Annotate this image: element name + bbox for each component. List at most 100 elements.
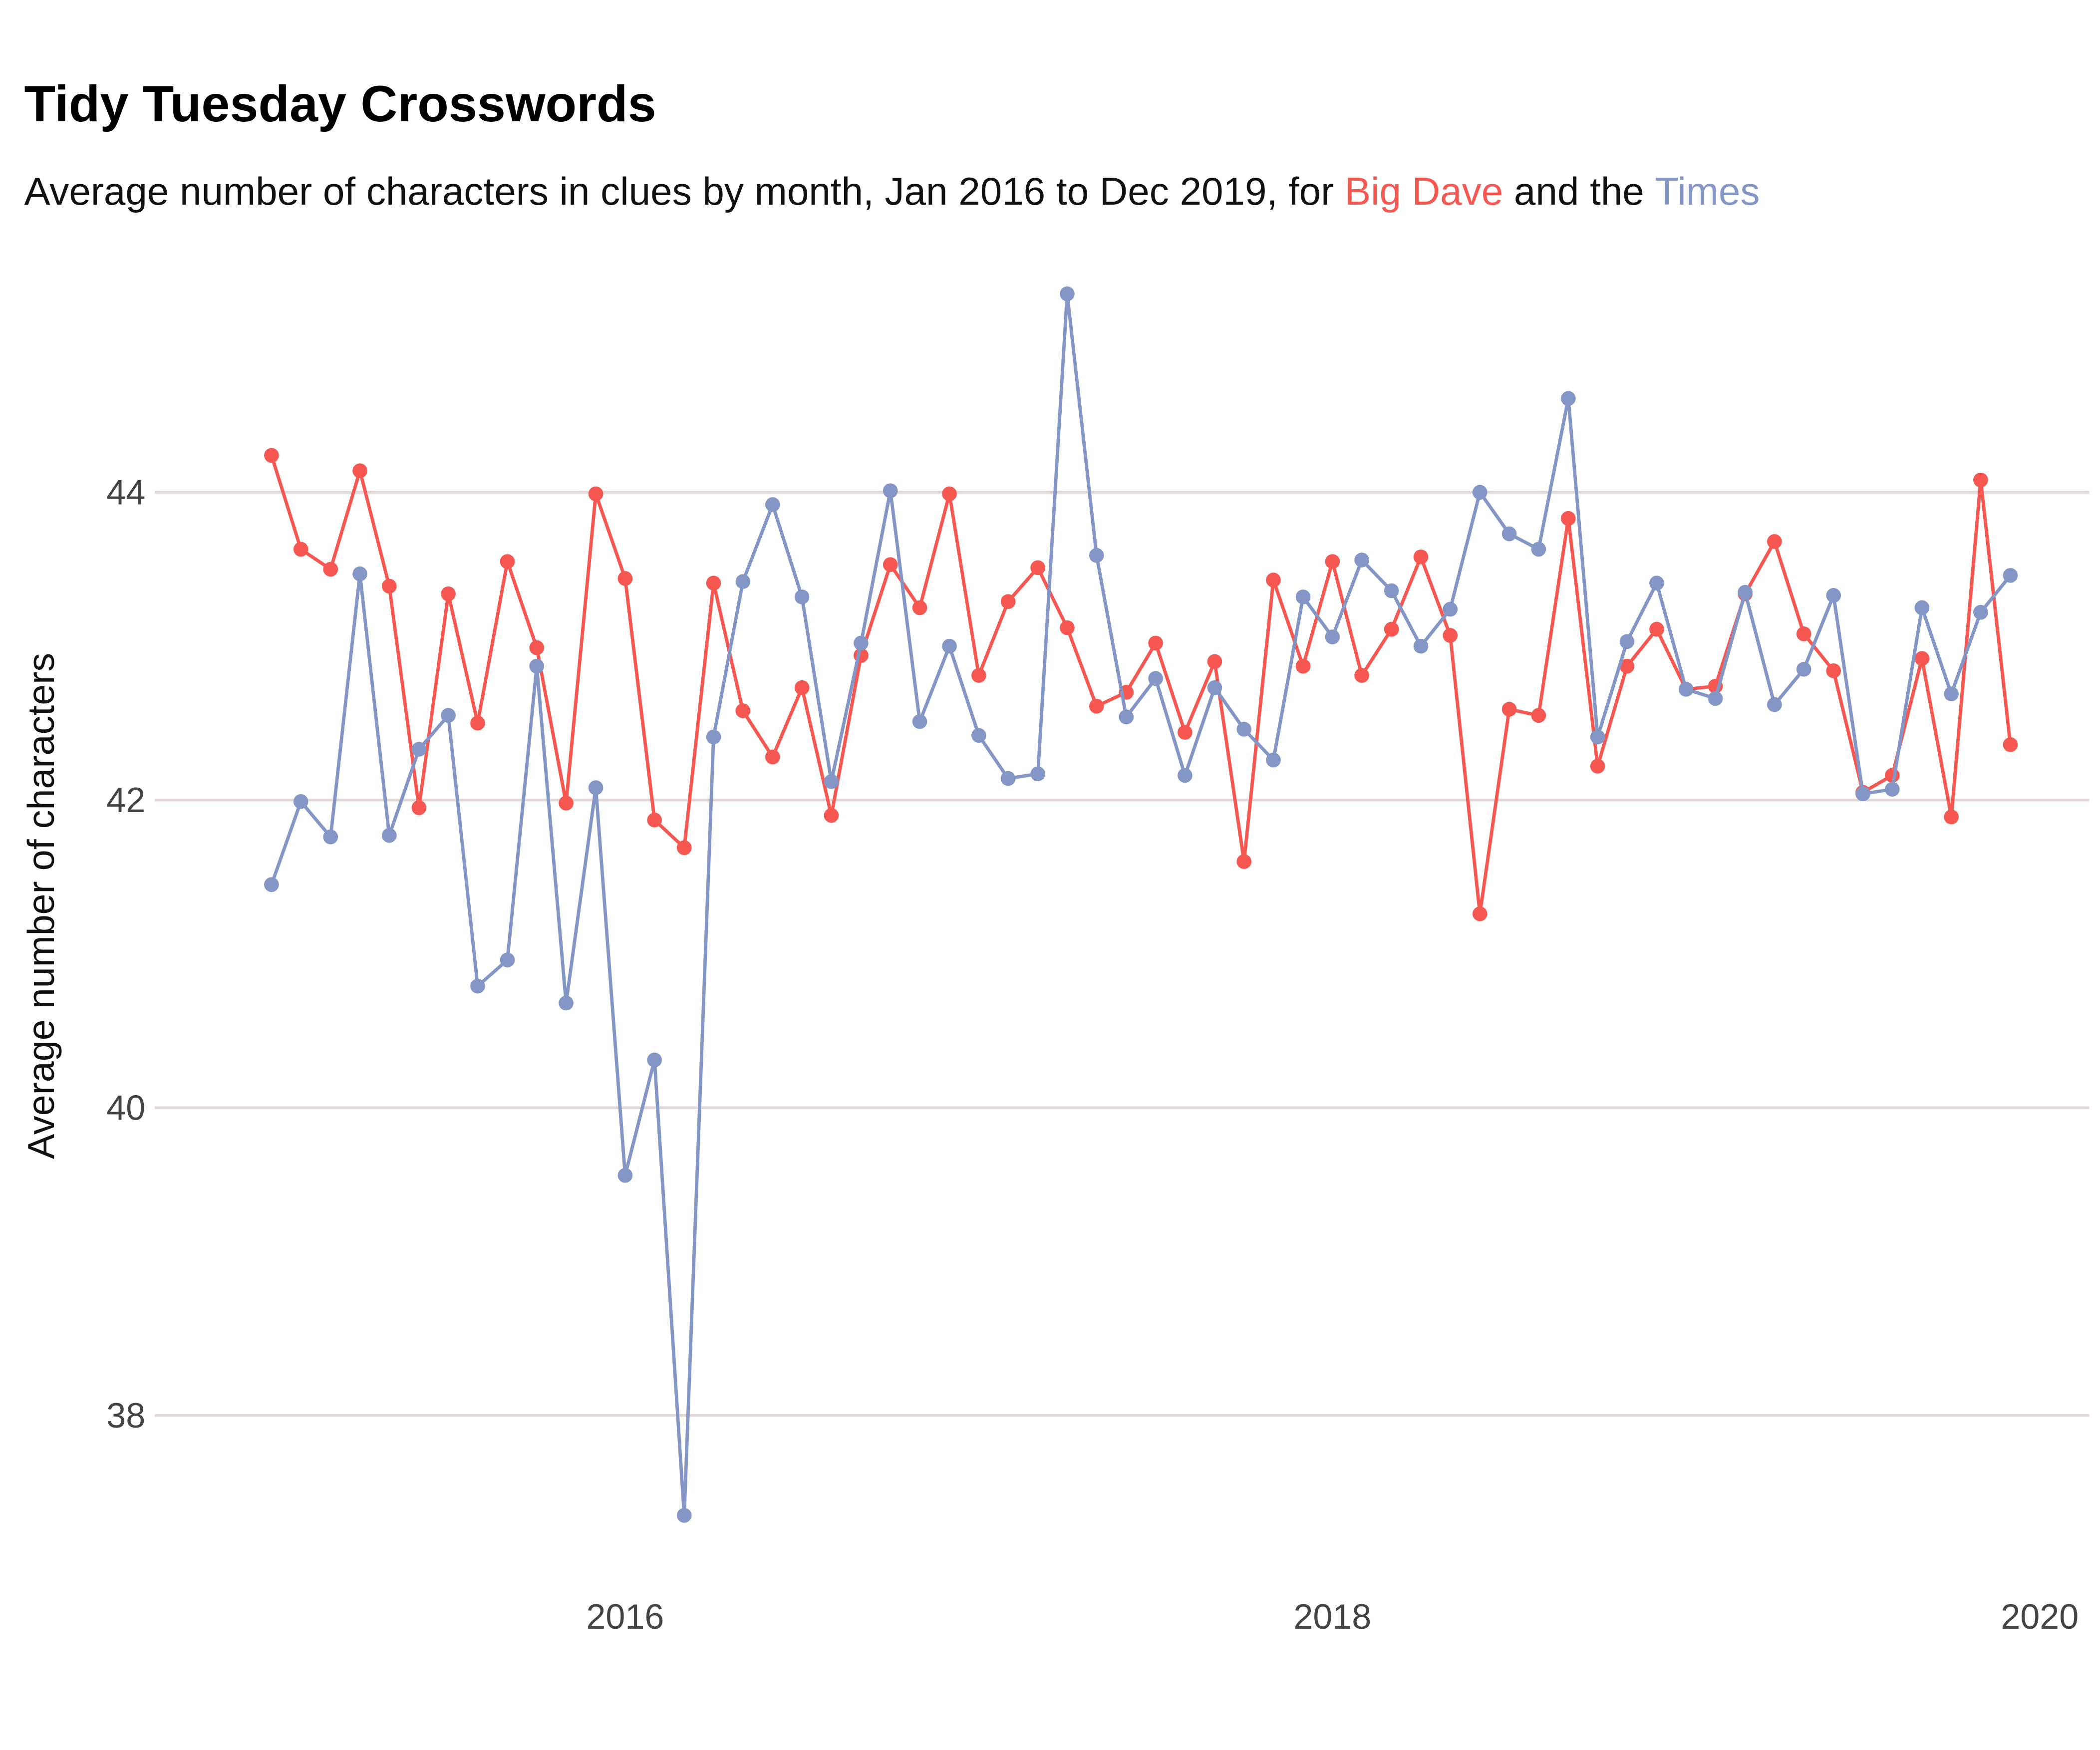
data-point	[1384, 583, 1399, 598]
data-point	[1325, 629, 1340, 644]
data-point	[1000, 771, 1016, 786]
y-tick-label: 40	[106, 1088, 145, 1127]
data-point	[1148, 671, 1163, 686]
data-point	[441, 708, 456, 723]
legend-entry: Times	[1655, 169, 1760, 213]
data-point	[1443, 601, 1458, 617]
chart-title: Tidy Tuesday Crosswords	[24, 75, 656, 132]
data-point	[1413, 638, 1429, 654]
y-tick-label: 38	[106, 1396, 145, 1435]
data-point	[382, 828, 397, 843]
data-point	[1501, 526, 1517, 542]
data-point	[529, 658, 545, 674]
data-point	[1295, 658, 1311, 674]
data-point	[323, 562, 338, 577]
data-point	[824, 808, 839, 823]
x-tick-label: 2016	[586, 1597, 664, 1636]
data-point	[1000, 594, 1016, 609]
data-point	[647, 812, 662, 828]
y-axis-label: Average number of characters	[20, 653, 62, 1159]
data-point	[1561, 391, 1576, 406]
data-point	[1738, 584, 1753, 600]
data-point	[1060, 286, 1075, 301]
data-point	[1207, 654, 1222, 669]
data-point	[293, 794, 308, 809]
data-point	[706, 576, 721, 591]
data-point	[1914, 651, 1930, 666]
data-point	[1796, 626, 1811, 641]
data-point	[1325, 554, 1340, 569]
subtitle-part: Average number of characters in clues by…	[24, 169, 1345, 213]
data-point	[1089, 548, 1104, 563]
data-point	[588, 486, 603, 502]
data-point	[441, 586, 456, 601]
data-point	[1649, 621, 1664, 637]
data-point	[676, 1508, 692, 1523]
data-point	[1590, 759, 1605, 774]
data-point	[1884, 782, 1900, 797]
data-point	[1973, 604, 1988, 620]
data-point	[1914, 600, 1930, 615]
data-point	[293, 542, 308, 557]
data-point	[824, 774, 839, 789]
data-point	[1236, 722, 1252, 737]
data-point	[794, 680, 810, 695]
data-point	[794, 589, 810, 604]
data-point	[2003, 737, 2018, 752]
data-point	[1619, 634, 1635, 649]
data-point	[382, 579, 397, 594]
data-point	[264, 448, 279, 463]
data-point	[735, 574, 751, 589]
data-point	[1678, 682, 1694, 697]
data-point	[1236, 854, 1252, 869]
data-point	[1413, 549, 1429, 565]
series-line	[270, 455, 2012, 914]
data-point	[264, 877, 279, 892]
data-point	[1826, 588, 1841, 603]
data-point	[1030, 560, 1045, 576]
data-point	[1708, 691, 1723, 706]
data-point	[1531, 708, 1546, 723]
x-tick-label: 2020	[2001, 1597, 2079, 1636]
data-point	[706, 729, 721, 745]
data-point	[942, 486, 957, 502]
data-point	[323, 829, 338, 845]
data-point	[1767, 697, 1782, 712]
data-point	[559, 995, 574, 1011]
data-point	[1295, 589, 1311, 604]
data-point	[883, 483, 898, 499]
data-point	[1207, 680, 1222, 695]
x-tick-label: 2018	[1293, 1597, 1371, 1636]
data-point	[1826, 663, 1841, 678]
data-point	[1944, 686, 1959, 701]
data-point	[529, 640, 545, 655]
data-point	[971, 668, 986, 683]
data-point	[971, 728, 986, 743]
data-point	[1561, 511, 1576, 526]
data-point	[1619, 658, 1635, 674]
data-point	[411, 742, 427, 757]
y-tick-label: 44	[106, 473, 145, 512]
data-point	[912, 600, 927, 615]
legend-entry: Big Dave	[1345, 169, 1503, 213]
data-point	[1148, 635, 1163, 651]
data-point	[1944, 809, 1959, 825]
data-point	[500, 554, 515, 569]
data-point	[1030, 766, 1045, 782]
data-point	[1855, 786, 1870, 802]
chart-subtitle: Average number of characters in clues by…	[24, 169, 1760, 213]
data-point	[1354, 668, 1369, 683]
data-point	[1178, 768, 1193, 783]
data-point	[676, 840, 692, 856]
data-point	[470, 715, 485, 731]
data-point	[1472, 485, 1488, 500]
data-point	[1796, 661, 1811, 677]
data-point	[1119, 709, 1134, 725]
data-point	[411, 800, 427, 815]
data-point	[1266, 752, 1281, 768]
data-point	[647, 1052, 662, 1068]
data-point	[854, 635, 869, 651]
data-point	[500, 952, 515, 968]
